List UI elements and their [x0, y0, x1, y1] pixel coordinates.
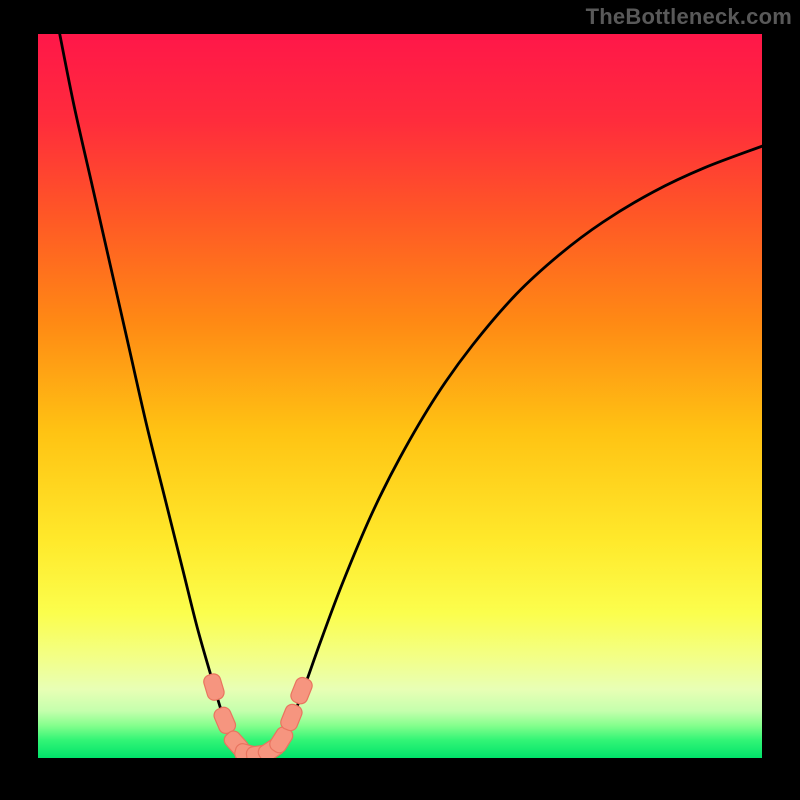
watermark-text: TheBottleneck.com: [586, 4, 792, 30]
plot-gradient-background: [38, 34, 762, 758]
bottleneck-chart: [0, 0, 800, 800]
chart-container: TheBottleneck.com: [0, 0, 800, 800]
